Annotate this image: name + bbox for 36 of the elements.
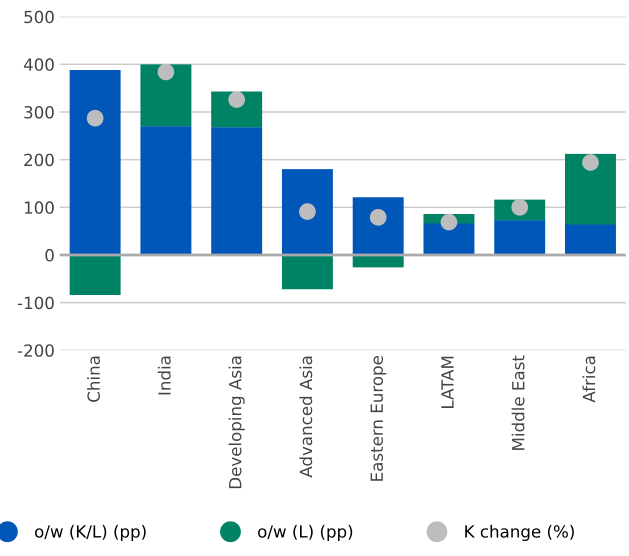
bar xyxy=(70,70,121,255)
x-tick-label: Africa xyxy=(582,356,596,403)
bar xyxy=(565,224,616,255)
x-tick-label: Developing Asia xyxy=(228,356,245,488)
legend-label: K change (%) xyxy=(465,524,574,541)
x-tick-label: India xyxy=(158,356,171,394)
y-tick-label: 300 xyxy=(24,106,54,119)
x-tick-label: Eastern Europe xyxy=(370,356,386,481)
x-tick-label: China xyxy=(87,356,100,402)
y-tick-label: -100 xyxy=(18,296,54,310)
y-tick-label: 400 xyxy=(24,58,54,71)
bar xyxy=(282,169,333,255)
point xyxy=(299,203,316,220)
legend-label: o/w (K/L) (pp) xyxy=(35,524,146,541)
point xyxy=(582,154,599,171)
point xyxy=(158,64,174,80)
y-tick-label: 200 xyxy=(24,154,54,166)
x-tick-label: Middle East xyxy=(512,356,525,450)
y-tick-label: 500 xyxy=(24,10,54,24)
bar xyxy=(70,254,121,295)
bar xyxy=(352,197,404,255)
point xyxy=(440,214,458,230)
bar xyxy=(211,127,262,255)
y-tick-label: -200 xyxy=(18,344,54,357)
x-tick-label: LATAM xyxy=(441,356,454,408)
bar xyxy=(494,220,546,255)
point xyxy=(86,110,104,127)
x-tick-label: Advanced Asia xyxy=(299,356,312,478)
point xyxy=(228,91,245,108)
bar xyxy=(140,64,192,126)
y-tick-label: 100 xyxy=(24,201,54,214)
y-tick-label: 0 xyxy=(45,248,54,262)
bar xyxy=(282,254,333,290)
bar xyxy=(140,126,192,255)
bar xyxy=(565,154,616,224)
legend-label: o/w (L) (pp) xyxy=(258,524,352,541)
